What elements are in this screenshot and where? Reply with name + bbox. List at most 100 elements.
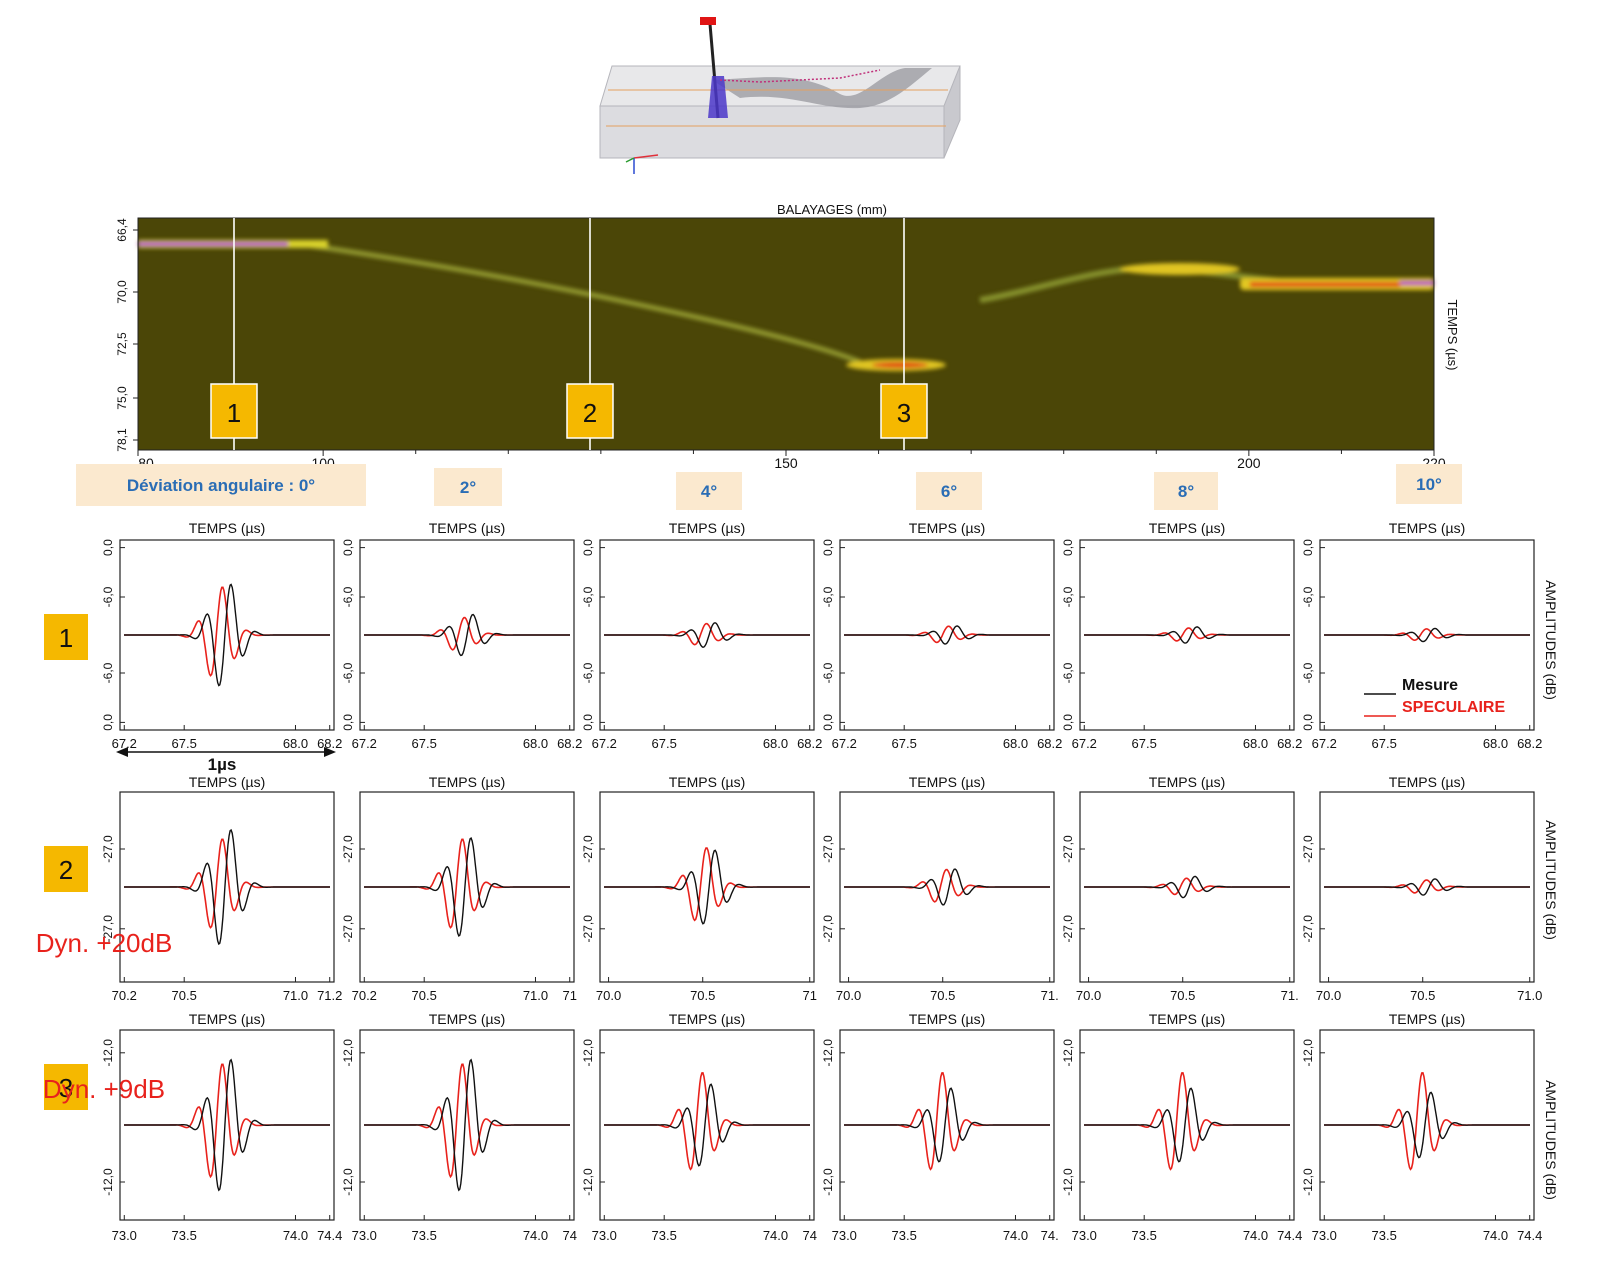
panel-xtick-label: 73.5 [172, 1228, 197, 1243]
deviation-label: 2° [460, 478, 476, 497]
measured-signal [1324, 1091, 1530, 1159]
deviation-label: 10° [1416, 475, 1442, 494]
panel-xtick-label: 68.2 [557, 736, 582, 751]
measured-signal [1324, 627, 1530, 643]
panel-ytick-label: -27,0 [101, 915, 115, 943]
dynamic-range-label: Dyn. +20dB [36, 928, 173, 958]
bscan-marker-box [880, 383, 928, 439]
panel-xtick-label: 73.5 [1372, 1228, 1397, 1243]
panel-xtick-label: 73.0 [1072, 1228, 1097, 1243]
duration-label: 1µs [208, 755, 237, 774]
panel-xtick-label: 67.2 [112, 736, 137, 751]
panel-xtick-label: 71.0 [523, 988, 548, 1003]
legend-specular-label: SPECULAIRE [1402, 699, 1505, 716]
panel-xtick-label: 70.2 [352, 988, 377, 1003]
panel-xtick-label: 70.0 [1316, 988, 1341, 1003]
panel-ytick-label: -27,0 [1061, 835, 1075, 863]
panel-xtick-label: 74.0 [1243, 1228, 1268, 1243]
panel-xtick-label: 74. [1041, 1228, 1059, 1243]
panel-xtick-label: 70.0 [596, 988, 621, 1003]
row-badge-label: 3 [59, 1073, 73, 1103]
right-axis-label: AMPLITUDES (dB) [1543, 820, 1559, 940]
bscan-ytick-label: 75,0 [115, 386, 129, 410]
measured-signal [364, 1058, 570, 1192]
right-axis-label: AMPLITUDES (dB) [1543, 580, 1559, 700]
panel-ytick-label: -27,0 [341, 915, 355, 943]
panel-xtick-label: 68.2 [1517, 736, 1542, 751]
duration-arrow-right [324, 747, 336, 757]
panel-ytick-label: 0,0 [341, 714, 355, 731]
panel-xtick-label: 73.5 [652, 1228, 677, 1243]
panel-ytick-label: 0,0 [101, 539, 115, 556]
panel-ytick-label: -6,0 [821, 586, 835, 607]
panel-xtick-label: 70.5 [690, 988, 715, 1003]
waveform-panel [119, 539, 335, 731]
waveform-panel [1319, 539, 1535, 731]
panel-title: TEMPS (µs) [909, 520, 986, 536]
waveform-row [44, 539, 1535, 731]
panel-ytick-label: -27,0 [341, 835, 355, 863]
panel-xtick-label: 73.0 [1312, 1228, 1337, 1243]
panel-xtick-label: 74.0 [763, 1228, 788, 1243]
panel-xtick-label: 70.5 [172, 988, 197, 1003]
waveform-panel [119, 791, 335, 983]
panel-ytick-label: 0,0 [1061, 539, 1075, 556]
panel-ytick-label: -12,0 [1061, 1039, 1075, 1067]
probe-head [700, 17, 716, 25]
panel-xtick-label: 70.5 [1170, 988, 1195, 1003]
waveform-panel [119, 1029, 335, 1221]
measured-signal [1084, 875, 1290, 899]
panel-xtick-label: 74.0 [1483, 1228, 1508, 1243]
deviation-box [76, 464, 366, 506]
panel-ytick-label: -27,0 [821, 915, 835, 943]
bscan-title: BALAYAGES (mm) [777, 202, 887, 217]
panel-xtick-label: 70.0 [836, 988, 861, 1003]
axis-y-indicator [625, 157, 635, 163]
panel-xtick-label: 74.0 [1003, 1228, 1028, 1243]
panel-xtick-label: 70.5 [1410, 988, 1435, 1003]
bscan-marker-label: 1 [227, 398, 241, 428]
legend [1364, 693, 1396, 717]
panel-title: TEMPS (µs) [1149, 774, 1226, 790]
panel-title: TEMPS (µs) [1389, 520, 1466, 536]
bscan-ytick-label: 66,4 [115, 218, 129, 242]
measured-signal [124, 583, 330, 687]
deviation-box [434, 468, 502, 506]
panel-ytick-label: -12,0 [1061, 1168, 1075, 1196]
measured-signal [604, 622, 810, 648]
panel-title: TEMPS (µs) [1149, 1011, 1226, 1027]
panel-ytick-label: -12,0 [101, 1039, 115, 1067]
panel-xtick-label: 68.2 [1037, 736, 1062, 751]
waveform-panel [839, 791, 1055, 983]
deviation-box [1154, 472, 1218, 510]
panel-ytick-label: -6,0 [101, 662, 115, 683]
panel-xtick-label: 68.0 [1003, 736, 1028, 751]
panel-xtick-label: 70.2 [112, 988, 137, 1003]
panel-xtick-label: 74.0 [283, 1228, 308, 1243]
panel-xtick-label: 74.0 [523, 1228, 548, 1243]
echo-spot-3-core [872, 362, 928, 368]
deviation-box [676, 472, 742, 510]
panel-xtick-label: 73.5 [1132, 1228, 1157, 1243]
waveform-panel [599, 1029, 815, 1221]
panel-xtick-label: 67.5 [892, 736, 917, 751]
panel-xtick-label: 67.5 [412, 736, 437, 751]
panel-xtick-label: 67.5 [1132, 736, 1157, 751]
bscan-marker-box [566, 383, 614, 439]
panel-title: TEMPS (µs) [189, 1011, 266, 1027]
panel-ytick-label: -27,0 [1061, 915, 1075, 943]
panel-xtick-label: 67.5 [1372, 736, 1397, 751]
specimen-illustration [599, 17, 961, 174]
measured-signal [1084, 626, 1290, 644]
bscan-marker-box [210, 383, 258, 439]
bscan-panel [133, 217, 1435, 456]
row-badge [44, 846, 88, 892]
echo-peak-right [1400, 281, 1434, 285]
defect-surface [712, 68, 932, 109]
axis-x-indicator [633, 154, 659, 159]
panel-xtick-label: 67.2 [1312, 736, 1337, 751]
echo-path-descending [299, 241, 861, 365]
echo-band-right-core [1250, 282, 1400, 287]
panel-xtick-label: 68.2 [1277, 736, 1302, 751]
